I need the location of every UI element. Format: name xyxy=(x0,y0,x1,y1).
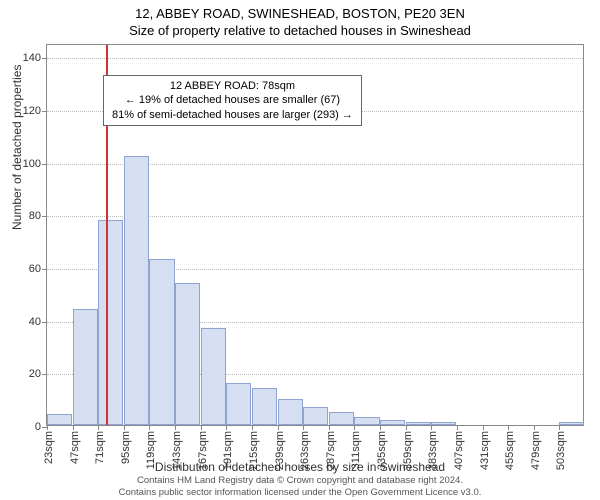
chart-title-line1: 12, ABBEY ROAD, SWINESHEAD, BOSTON, PE20… xyxy=(0,0,600,21)
y-axis-label: Number of detached properties xyxy=(10,65,24,230)
histogram-bar xyxy=(149,259,174,425)
x-tick-mark xyxy=(380,425,381,430)
x-tick-mark xyxy=(406,425,407,430)
histogram-bar xyxy=(175,283,200,425)
annotation-line3: 81% of semi-detached houses are larger (… xyxy=(112,108,353,122)
histogram-bar xyxy=(252,388,277,425)
x-tick-mark xyxy=(98,425,99,430)
histogram-bar xyxy=(431,422,456,425)
histogram-bar xyxy=(226,383,251,425)
x-tick-mark xyxy=(508,425,509,430)
y-tick-mark xyxy=(42,216,47,217)
y-tick-label: 60 xyxy=(29,263,41,275)
y-tick-label: 40 xyxy=(29,316,41,328)
histogram-bar xyxy=(303,407,328,425)
x-tick-mark xyxy=(354,425,355,430)
x-tick-mark xyxy=(226,425,227,430)
histogram-bar xyxy=(278,399,303,425)
histogram-bar xyxy=(98,220,123,425)
x-tick-mark xyxy=(278,425,279,430)
x-tick-mark xyxy=(201,425,202,430)
y-tick-label: 140 xyxy=(23,52,41,64)
y-tick-label: 20 xyxy=(29,368,41,380)
y-tick-label: 120 xyxy=(23,105,41,117)
annotation-line1: 12 ABBEY ROAD: 78sqm xyxy=(112,79,353,93)
footer-line1: Contains HM Land Registry data © Crown c… xyxy=(0,475,600,486)
x-axis-label: Distribution of detached houses by size … xyxy=(0,460,600,474)
histogram-bar xyxy=(201,328,226,425)
y-tick-mark xyxy=(42,111,47,112)
chart-title-line2: Size of property relative to detached ho… xyxy=(0,21,600,38)
histogram-bar xyxy=(354,417,379,425)
histogram-bar xyxy=(329,412,354,425)
histogram-bar xyxy=(380,420,405,425)
chart-footer: Contains HM Land Registry data © Crown c… xyxy=(0,475,600,498)
histogram-bar xyxy=(124,156,149,425)
x-tick-mark xyxy=(559,425,560,430)
y-grid-line xyxy=(47,58,583,59)
histogram-bar xyxy=(47,414,72,425)
chart-container: 12, ABBEY ROAD, SWINESHEAD, BOSTON, PE20… xyxy=(0,0,600,500)
x-tick-mark xyxy=(303,425,304,430)
x-tick-mark xyxy=(252,425,253,430)
y-tick-label: 100 xyxy=(23,158,41,170)
footer-line2: Contains public sector information licen… xyxy=(0,487,600,498)
x-tick-mark xyxy=(175,425,176,430)
x-tick-mark xyxy=(329,425,330,430)
y-tick-mark xyxy=(42,269,47,270)
x-tick-mark xyxy=(534,425,535,430)
histogram-bar xyxy=(406,422,431,425)
chart-annotation-box: 12 ABBEY ROAD: 78sqm ← 19% of detached h… xyxy=(103,75,362,126)
chart-plot-area: 02040608010012014023sqm47sqm71sqm95sqm11… xyxy=(46,44,584,426)
y-tick-mark xyxy=(42,58,47,59)
x-tick-mark xyxy=(124,425,125,430)
histogram-bar xyxy=(73,309,98,425)
x-tick-mark xyxy=(457,425,458,430)
y-tick-label: 0 xyxy=(35,421,41,433)
chart-plot-wrap: 02040608010012014023sqm47sqm71sqm95sqm11… xyxy=(46,44,584,426)
x-tick-mark xyxy=(73,425,74,430)
x-tick-mark xyxy=(431,425,432,430)
y-tick-mark xyxy=(42,322,47,323)
y-tick-mark xyxy=(42,164,47,165)
x-tick-mark xyxy=(149,425,150,430)
x-tick-mark xyxy=(47,425,48,430)
y-tick-label: 80 xyxy=(29,210,41,222)
annotation-line2: ← 19% of detached houses are smaller (67… xyxy=(112,93,353,107)
x-tick-mark xyxy=(483,425,484,430)
y-tick-mark xyxy=(42,374,47,375)
histogram-bar xyxy=(559,422,584,425)
